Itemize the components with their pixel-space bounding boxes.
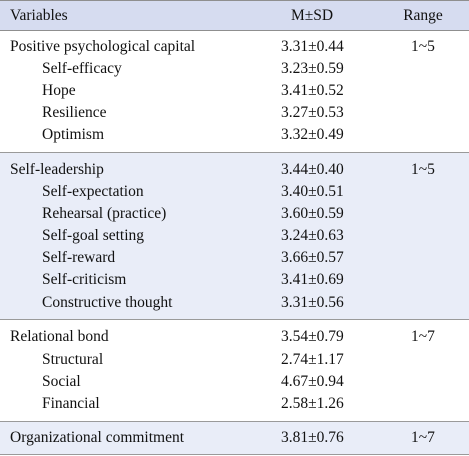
group-organizational-commitment: Organizational commitment 3.81±0.76 1~7 — [0, 422, 469, 454]
item-label: Resilience — [42, 104, 107, 121]
group-range: 1~5 — [411, 161, 435, 178]
item-msd: 3.41±0.69 — [281, 271, 344, 288]
item-label: Financial — [42, 395, 100, 412]
item-label: Hope — [42, 82, 76, 99]
item-msd: 2.74±1.17 — [281, 351, 344, 368]
group-positive-psychological-capital: Positive psychological capital 3.31±0.44… — [0, 31, 469, 152]
item-label: Rehearsal (practice) — [42, 205, 167, 222]
item-msd: 2.58±1.26 — [281, 395, 344, 412]
item-msd: 4.67±0.94 — [281, 373, 344, 390]
item-label: Constructive thought — [42, 294, 173, 311]
item-label: Optimism — [42, 126, 105, 143]
row-divider — [0, 421, 469, 422]
group-label: Organizational commitment — [10, 429, 185, 446]
item-msd: 3.24±0.63 — [281, 227, 344, 244]
table-bottom-rule — [0, 454, 469, 455]
item-msd: 3.23±0.59 — [281, 60, 344, 77]
group-msd: 3.81±0.76 — [281, 429, 344, 446]
group-label: Self-leadership — [10, 161, 104, 178]
header-msd: M±SD — [291, 7, 334, 24]
item-label: Self-expectation — [42, 183, 144, 200]
header-range: Range — [403, 7, 443, 24]
group-range: 1~5 — [411, 38, 435, 55]
group-range: 1~7 — [411, 328, 435, 345]
group-range: 1~7 — [411, 429, 435, 446]
row-divider — [0, 152, 469, 153]
group-msd: 3.31±0.44 — [281, 38, 344, 55]
row-divider — [0, 319, 469, 320]
group-label: Relational bond — [10, 328, 109, 345]
group-msd: 3.54±0.79 — [281, 328, 344, 345]
item-label: Self-criticism — [42, 271, 127, 288]
item-label: Structural — [42, 351, 104, 368]
table-header: Variables M±SD Range — [0, 0, 469, 31]
group-relational-bond: Relational bond 3.54±0.79 1~7 Structural… — [0, 320, 469, 421]
group-label: Positive psychological capital — [10, 38, 196, 55]
group-msd: 3.44±0.40 — [281, 161, 344, 178]
item-msd: 3.60±0.59 — [281, 205, 344, 222]
item-msd: 3.27±0.53 — [281, 104, 344, 121]
item-msd: 3.40±0.51 — [281, 183, 344, 200]
item-label: Self-reward — [42, 249, 116, 266]
item-label: Social — [42, 373, 81, 390]
item-msd: 3.31±0.56 — [281, 294, 344, 311]
group-self-leadership: Self-leadership 3.44±0.40 1~5 Self-expec… — [0, 153, 469, 319]
item-msd: 3.66±0.57 — [281, 249, 344, 266]
item-msd: 3.41±0.52 — [281, 82, 344, 99]
item-label: Self-efficacy — [42, 60, 122, 77]
header-variables: Variables — [10, 7, 68, 24]
item-label: Self-goal setting — [42, 227, 145, 244]
item-msd: 3.32±0.49 — [281, 126, 344, 143]
